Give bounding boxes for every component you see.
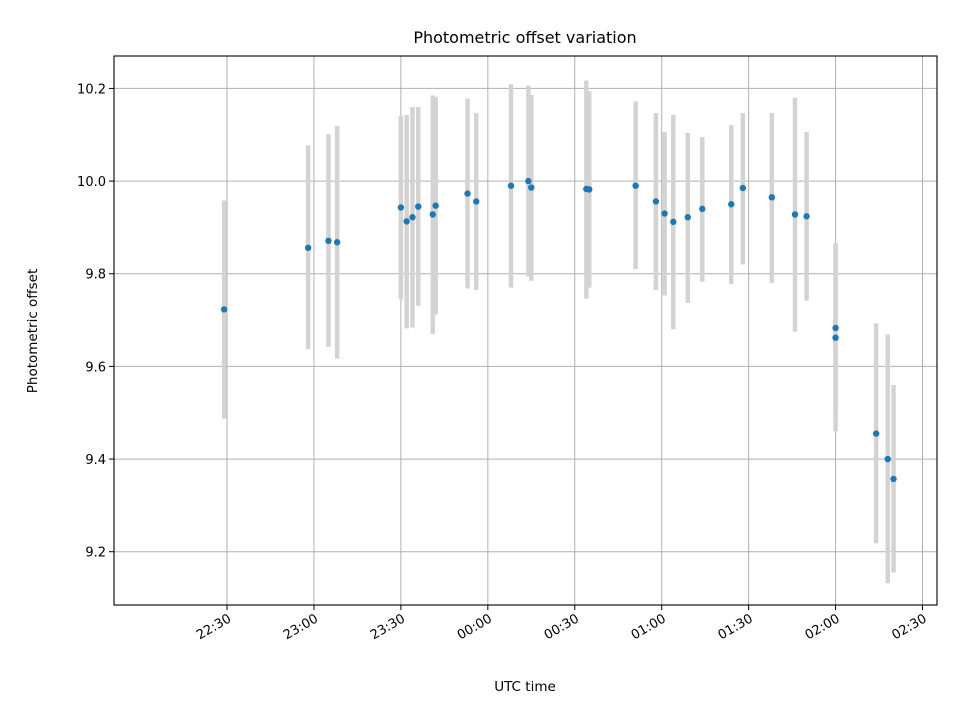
y-tick-label: 9.6 xyxy=(85,360,106,375)
data-point xyxy=(397,204,405,211)
y-tick-label: 9.2 xyxy=(85,546,106,561)
data-point xyxy=(768,194,776,201)
data-point xyxy=(429,211,436,218)
y-tick-label: 9.8 xyxy=(85,268,106,283)
data-point xyxy=(699,205,706,213)
x-tick-label: 23:30 xyxy=(368,611,408,643)
x-axis-label: UTC time xyxy=(494,679,556,695)
data-point xyxy=(304,244,312,252)
x-tick-label: 01:00 xyxy=(629,611,669,643)
x-tick-label: 22:30 xyxy=(194,611,234,643)
data-point xyxy=(684,214,691,221)
data-point xyxy=(333,239,341,246)
data-point xyxy=(325,237,332,245)
data-point xyxy=(632,182,639,189)
y-tick-label: 9.4 xyxy=(85,453,106,468)
data-point xyxy=(409,214,416,221)
data-point xyxy=(803,213,810,220)
errorbar-layer xyxy=(221,80,896,584)
y-axis-label: Photometric offset xyxy=(25,269,41,393)
data-point xyxy=(586,186,593,193)
y-tick-label: 10.0 xyxy=(77,175,106,190)
grid-layer xyxy=(114,56,937,605)
data-point xyxy=(884,455,891,463)
data-point xyxy=(739,184,747,192)
x-tick-label: 00:00 xyxy=(455,611,495,643)
data-point xyxy=(525,177,532,185)
data-point xyxy=(528,184,535,191)
y-tick-label: 10.2 xyxy=(77,82,106,97)
point-layer xyxy=(220,177,897,483)
data-point xyxy=(473,198,480,205)
data-point xyxy=(890,475,897,483)
data-point xyxy=(432,202,439,209)
x-tick-label: 02:00 xyxy=(803,611,843,643)
tick-layer: 22:30 23:00 23:30 00:00 00:30 01:00 01:30 02:00… xyxy=(77,82,929,643)
plot-frame xyxy=(113,55,938,606)
data-point xyxy=(652,198,660,205)
data-point xyxy=(661,210,668,217)
data-point xyxy=(464,190,471,197)
data-point xyxy=(670,218,677,226)
data-point xyxy=(728,201,735,208)
x-tick-label: 01:30 xyxy=(716,611,756,643)
chart-title: Photometric offset variation xyxy=(413,28,636,47)
data-point xyxy=(220,306,228,313)
data-point xyxy=(415,203,422,210)
x-tick-label: 00:30 xyxy=(542,611,582,643)
data-point xyxy=(507,182,515,189)
data-point xyxy=(791,211,799,218)
data-point xyxy=(872,430,880,437)
x-tick-label: 02:30 xyxy=(890,611,930,643)
data-point xyxy=(832,324,839,332)
data-point xyxy=(832,334,839,341)
x-tick-label: 23:00 xyxy=(281,611,321,643)
data-point xyxy=(403,218,410,225)
